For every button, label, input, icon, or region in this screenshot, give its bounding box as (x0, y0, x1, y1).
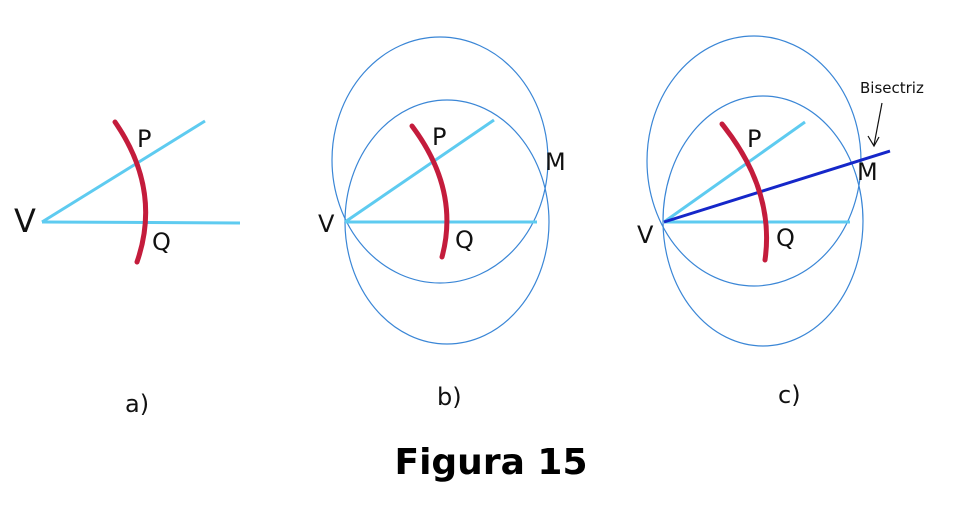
panel-b-p-label: P (432, 123, 446, 151)
panel-a-ray-lower (41, 220, 241, 225)
panel-c-bisector-line (663, 149, 891, 224)
panel-c-caption: c) (778, 381, 801, 409)
panel-c-q-label: Q (776, 224, 795, 252)
panel-a: V P Q a) (14, 119, 241, 418)
panel-a-q-label: Q (152, 228, 171, 256)
panel-b-m-label: M (545, 148, 566, 176)
panel-c: V P Q M Bisectriz c) (637, 35, 924, 409)
panel-a-caption: a) (125, 390, 149, 418)
panel-c-m-label: M (857, 158, 878, 186)
panel-b-caption: b) (437, 383, 462, 411)
panel-c-ray-upper (663, 120, 806, 224)
panel-c-p-label: P (747, 125, 761, 153)
panel-b-arc (409, 123, 450, 260)
figure-title: Figura 15 (394, 442, 587, 483)
panel-a-ray-upper (41, 119, 206, 224)
panel-b-ray-upper (344, 118, 495, 224)
panel-c-circle-large (646, 35, 862, 287)
panel-b-circle-large (331, 36, 549, 284)
panel-a-vertex-label: V (14, 202, 36, 240)
panel-c-bisector-label: Bisectriz (860, 79, 924, 97)
panel-b: V P Q M b) (318, 36, 566, 411)
panel-c-circle-small (662, 95, 864, 347)
panel-b-q-label: Q (455, 226, 474, 254)
panel-b-vertex-label: V (318, 210, 335, 238)
panel-a-arc (112, 119, 149, 265)
bisector-pointer-arrow-icon (867, 102, 883, 148)
panel-a-p-label: P (137, 125, 151, 153)
panel-c-arc (719, 121, 770, 263)
panel-c-vertex-label: V (637, 221, 654, 249)
